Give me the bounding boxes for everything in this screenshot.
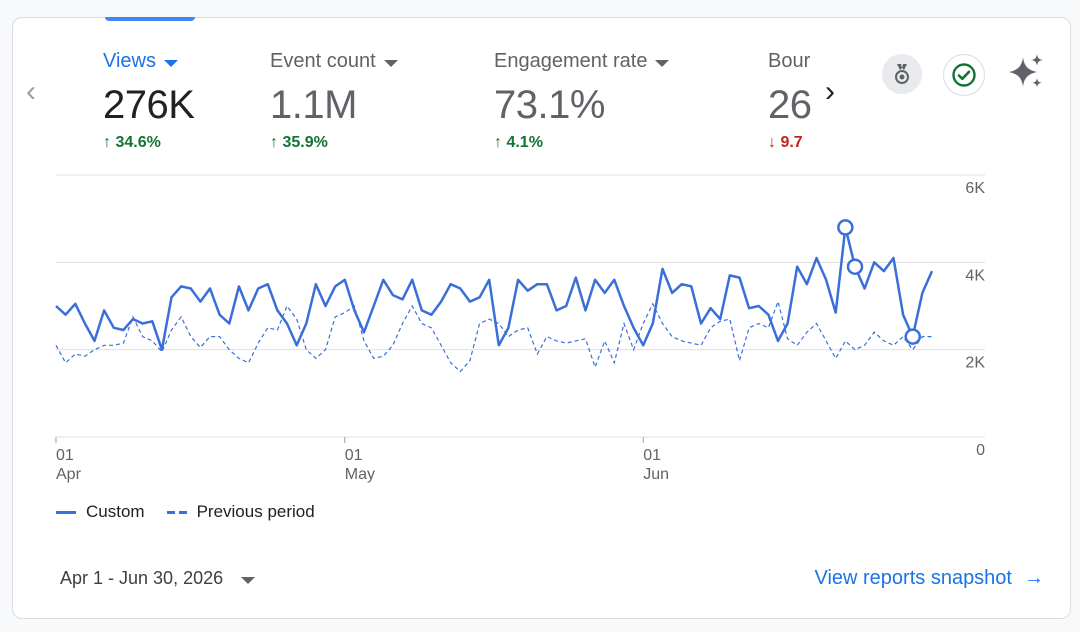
previous-metric-button[interactable]: ‹ [26,75,36,108]
x-tick-day: 01 [345,447,363,464]
y-tick-label: 0 [976,442,985,459]
metric-bounce-rate[interactable]: Bour 26 ↓ 9.7 [768,50,813,152]
metric-event-count[interactable]: Event count 1.1M ↑ 35.9% [270,50,398,152]
metric-engagement-rate[interactable]: Engagement rate 73.1% ↑ 4.1% [494,50,670,152]
metric-change: ↑ 4.1% [494,134,543,151]
x-tick-month: Jun [643,466,669,483]
series-previous-period [55,299,932,373]
metric-value: 73.1% [494,83,605,127]
metric-change: ↑ 35.9% [270,134,328,151]
legend-solid-swatch [56,510,76,514]
y-tick-label: 6K [965,180,985,197]
overview-card [12,17,1071,619]
metric-label: Engagement rate [494,50,648,72]
x-tick-month: May [345,466,375,483]
series-custom [55,226,934,351]
metric-value: 1.1M [270,83,357,127]
medal-icon [895,64,909,84]
dropdown-arrow-icon [655,59,670,67]
y-tick-label: 2K [965,355,985,372]
legend-dashed-swatch [166,510,187,514]
check-circle-icon [952,63,976,87]
anomaly-marker[interactable] [904,328,921,345]
metric-change: ↑ 34.6% [103,134,161,151]
metric-label: Event count [270,50,376,72]
chart-legend: Custom Previous period [56,502,315,522]
anomaly-marker[interactable] [837,219,854,236]
snapshot-link-label: View reports snapshot [814,567,1012,589]
sparkle-icon [1009,54,1043,88]
dropdown-arrow-icon [383,59,398,67]
x-axis: 01 Apr 01 May 01 Jun [55,437,669,483]
insights-button[interactable] [1006,52,1046,92]
x-tick-month: Apr [56,466,82,483]
x-tick-day: 01 [56,447,74,464]
next-metric-button[interactable]: › [825,75,835,108]
legend-previous-period: Previous period [196,502,315,521]
arrow-right-icon: → [1024,567,1044,589]
metric-value: 26 [768,83,812,127]
date-range-selector[interactable]: Apr 1 - Jun 30, 2026 [60,568,256,589]
view-reports-snapshot-link[interactable]: View reports snapshot → [814,567,1044,590]
x-tick-day: 01 [643,447,661,464]
active-metric-indicator [105,17,195,21]
metric-value: 276K [103,83,195,127]
medal-button[interactable] [882,54,922,94]
y-axis: 6K 4K 2K 0 [965,180,985,459]
check-button[interactable] [943,54,985,96]
anomaly-markers [837,219,921,345]
metric-change: ↓ 9.7 [768,134,803,151]
chart-grid [56,174,985,438]
dropdown-arrow-icon [241,576,256,584]
metric-views[interactable]: Views 276K ↑ 34.6% [103,50,195,152]
metric-label: Views [103,50,156,72]
anomaly-marker[interactable] [846,258,864,275]
dropdown-arrow-icon [164,59,178,67]
legend-custom: Custom [86,502,145,521]
date-range-label: Apr 1 - Jun 30, 2026 [60,568,224,588]
y-tick-label: 4K [965,267,985,284]
metric-label: Bour [768,50,811,72]
